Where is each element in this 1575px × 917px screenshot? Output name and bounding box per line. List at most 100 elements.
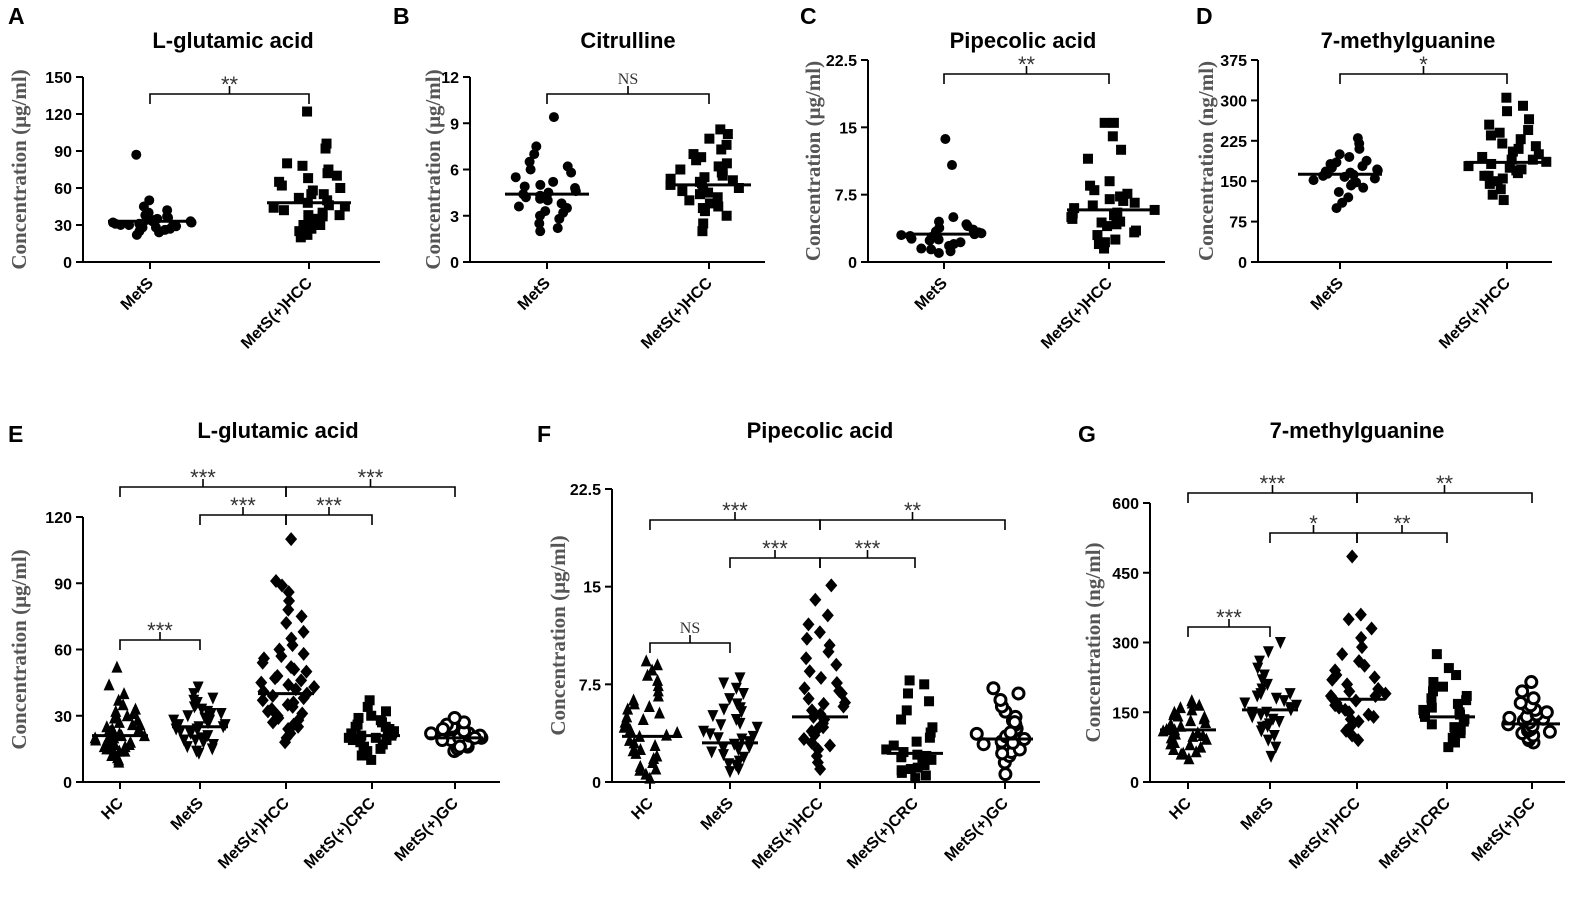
data-point — [381, 706, 392, 717]
y-tick-label: 150 — [1220, 174, 1247, 191]
data-point — [730, 682, 742, 695]
panel-letter: F — [537, 421, 551, 447]
data-point — [698, 725, 710, 738]
data-point — [1108, 117, 1119, 128]
data-point — [1268, 730, 1280, 742]
data-point — [1345, 167, 1356, 178]
data-point — [904, 675, 915, 686]
data-point — [696, 152, 707, 163]
y-tick-label: 60 — [54, 643, 72, 660]
data-point — [129, 702, 141, 715]
data-point — [1274, 637, 1286, 649]
data-point — [435, 733, 450, 748]
data-point — [162, 205, 173, 216]
data-point — [1308, 175, 1319, 186]
data-point — [717, 749, 729, 762]
series-0 — [107, 149, 197, 240]
data-point — [926, 754, 937, 765]
significance-label: * — [1309, 511, 1318, 536]
panel-letter: E — [8, 421, 23, 447]
panel-letter: C — [800, 3, 817, 29]
data-point — [1341, 677, 1354, 692]
data-point — [731, 698, 743, 711]
data-point — [802, 691, 815, 706]
data-point — [255, 675, 268, 690]
data-point — [380, 721, 391, 732]
data-point — [1284, 688, 1296, 701]
data-point — [649, 739, 661, 752]
data-point — [1438, 681, 1449, 692]
data-point — [111, 660, 123, 673]
data-point — [1172, 709, 1184, 722]
data-point — [452, 739, 467, 754]
data-point — [811, 722, 824, 737]
y-tick-label: 225 — [1220, 134, 1247, 151]
data-point — [1527, 154, 1538, 165]
significance-label: ** — [221, 72, 239, 97]
data-point — [1329, 663, 1342, 678]
y-tick-label: 3 — [450, 209, 459, 226]
data-point — [364, 695, 375, 706]
data-point — [809, 592, 822, 607]
data-point — [370, 732, 381, 743]
data-point — [1513, 695, 1528, 710]
y-tick-label: 300 — [1112, 636, 1139, 653]
significance-label: *** — [1260, 471, 1286, 496]
data-point — [1495, 184, 1506, 195]
significance-label: *** — [762, 536, 788, 561]
data-point — [1463, 161, 1474, 172]
y-tick-label: 0 — [63, 255, 72, 272]
data-point — [1118, 195, 1129, 206]
data-point — [1452, 698, 1463, 709]
data-point — [896, 230, 907, 241]
data-point — [1487, 189, 1498, 200]
data-point — [1187, 729, 1199, 742]
series-2 — [255, 532, 321, 750]
significance-label: * — [1419, 52, 1428, 77]
chart-title: Citrulline — [580, 28, 675, 53]
data-point — [335, 183, 346, 193]
data-point — [698, 218, 709, 229]
data-point — [973, 227, 984, 238]
data-point — [1270, 741, 1282, 754]
data-point — [321, 138, 332, 149]
x-category-label: HC — [1166, 794, 1195, 823]
y-tick-label: 9 — [450, 116, 459, 133]
data-point — [1096, 217, 1107, 228]
data-point — [531, 141, 542, 152]
y-tick-label: 7.5 — [835, 188, 857, 205]
y-axis-label: Concentration (ng/ml) — [1081, 542, 1105, 742]
y-tick-label: 375 — [1220, 53, 1247, 70]
data-point — [1346, 549, 1359, 564]
data-point — [1273, 716, 1285, 729]
data-point — [219, 719, 231, 732]
data-point — [896, 714, 907, 725]
data-point — [1431, 649, 1442, 660]
data-point — [323, 164, 334, 175]
significance-label: ** — [1393, 511, 1411, 536]
series-4 — [1501, 675, 1557, 750]
data-point — [1494, 127, 1505, 138]
data-point — [356, 750, 367, 761]
data-point — [619, 715, 631, 728]
data-point — [1291, 699, 1303, 712]
x-category-label: MetS(+)HCC — [238, 274, 316, 352]
data-point — [1523, 125, 1534, 136]
data-point — [375, 743, 386, 754]
data-point — [529, 149, 540, 160]
data-point — [1185, 714, 1197, 727]
data-point — [738, 751, 750, 764]
data-point — [751, 721, 763, 734]
y-tick-label: 0 — [1238, 255, 1247, 272]
data-point — [178, 734, 190, 747]
data-point — [1516, 164, 1527, 175]
y-tick-label: 150 — [45, 70, 72, 87]
data-point — [823, 638, 836, 653]
significance-bracket — [1356, 525, 1448, 543]
significance-bracket — [819, 550, 916, 568]
data-point — [101, 720, 113, 733]
series-0 — [896, 134, 987, 259]
data-point — [706, 746, 718, 759]
data-point — [318, 189, 329, 200]
data-point — [1239, 697, 1251, 710]
